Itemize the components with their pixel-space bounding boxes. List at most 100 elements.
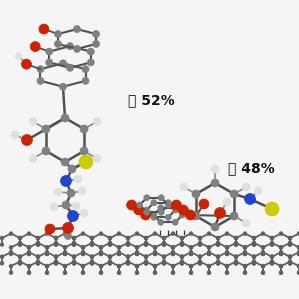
Circle shape	[171, 252, 175, 256]
Circle shape	[27, 252, 31, 256]
Circle shape	[81, 271, 85, 275]
Circle shape	[162, 260, 166, 264]
Circle shape	[81, 252, 85, 256]
Circle shape	[158, 209, 164, 215]
Circle shape	[29, 118, 37, 126]
Circle shape	[9, 245, 13, 249]
Circle shape	[242, 183, 250, 191]
Circle shape	[90, 242, 94, 247]
Circle shape	[30, 42, 40, 52]
Circle shape	[36, 255, 40, 259]
Circle shape	[265, 202, 279, 216]
Circle shape	[66, 64, 74, 71]
Circle shape	[207, 245, 211, 249]
Circle shape	[189, 252, 193, 256]
Circle shape	[144, 236, 148, 240]
Circle shape	[198, 242, 202, 247]
Circle shape	[18, 242, 22, 247]
Circle shape	[63, 232, 67, 236]
Circle shape	[90, 255, 94, 259]
Circle shape	[243, 264, 247, 268]
Circle shape	[243, 232, 247, 236]
Circle shape	[90, 261, 94, 265]
Circle shape	[245, 193, 256, 205]
Circle shape	[36, 261, 40, 265]
Circle shape	[162, 255, 166, 259]
Circle shape	[180, 260, 184, 264]
Circle shape	[108, 255, 112, 259]
Circle shape	[144, 255, 148, 259]
Circle shape	[162, 242, 166, 247]
Circle shape	[144, 207, 150, 213]
Circle shape	[261, 271, 265, 275]
Circle shape	[288, 260, 292, 264]
Circle shape	[81, 232, 85, 236]
Circle shape	[288, 241, 292, 245]
Circle shape	[185, 210, 196, 220]
Circle shape	[225, 245, 229, 249]
Circle shape	[18, 241, 22, 245]
Circle shape	[279, 264, 283, 268]
Circle shape	[9, 264, 13, 268]
Circle shape	[108, 236, 112, 240]
Circle shape	[211, 165, 219, 173]
Circle shape	[117, 271, 121, 275]
Circle shape	[270, 242, 274, 247]
Circle shape	[22, 59, 31, 69]
Circle shape	[117, 245, 121, 249]
Circle shape	[45, 264, 49, 268]
Circle shape	[54, 236, 58, 240]
Circle shape	[279, 252, 283, 256]
Circle shape	[279, 264, 283, 268]
Circle shape	[72, 236, 76, 240]
Circle shape	[135, 232, 139, 236]
Circle shape	[171, 264, 175, 268]
Circle shape	[117, 264, 121, 268]
Circle shape	[126, 261, 130, 265]
Circle shape	[37, 77, 44, 84]
Circle shape	[99, 264, 103, 268]
Circle shape	[82, 66, 89, 73]
Circle shape	[36, 242, 40, 247]
Circle shape	[261, 264, 265, 268]
Circle shape	[144, 242, 148, 247]
Circle shape	[126, 255, 130, 259]
Circle shape	[211, 179, 219, 187]
Circle shape	[225, 232, 229, 236]
Circle shape	[180, 261, 184, 265]
Circle shape	[252, 242, 256, 247]
Circle shape	[207, 245, 211, 249]
Circle shape	[15, 53, 22, 60]
Circle shape	[90, 242, 94, 247]
Circle shape	[254, 187, 262, 195]
Circle shape	[180, 183, 188, 191]
Text: Ⓒ 48%: Ⓒ 48%	[228, 161, 275, 175]
Circle shape	[108, 260, 112, 264]
Circle shape	[207, 250, 211, 254]
Circle shape	[63, 252, 67, 256]
Circle shape	[45, 245, 49, 249]
Circle shape	[126, 242, 130, 247]
Circle shape	[72, 255, 76, 259]
Circle shape	[172, 205, 178, 211]
Circle shape	[165, 200, 171, 206]
Circle shape	[189, 271, 193, 275]
Circle shape	[261, 252, 265, 256]
Circle shape	[81, 252, 85, 256]
Circle shape	[93, 30, 100, 38]
Circle shape	[261, 250, 265, 254]
Circle shape	[72, 241, 76, 245]
Circle shape	[60, 83, 66, 90]
Circle shape	[60, 60, 66, 67]
Circle shape	[45, 264, 49, 268]
Circle shape	[99, 264, 103, 268]
Circle shape	[39, 24, 49, 34]
Circle shape	[179, 205, 188, 215]
Circle shape	[63, 245, 67, 249]
Circle shape	[144, 255, 148, 259]
Circle shape	[93, 155, 101, 162]
Circle shape	[189, 252, 193, 256]
Circle shape	[27, 245, 31, 249]
Circle shape	[207, 271, 211, 275]
Circle shape	[72, 242, 76, 247]
